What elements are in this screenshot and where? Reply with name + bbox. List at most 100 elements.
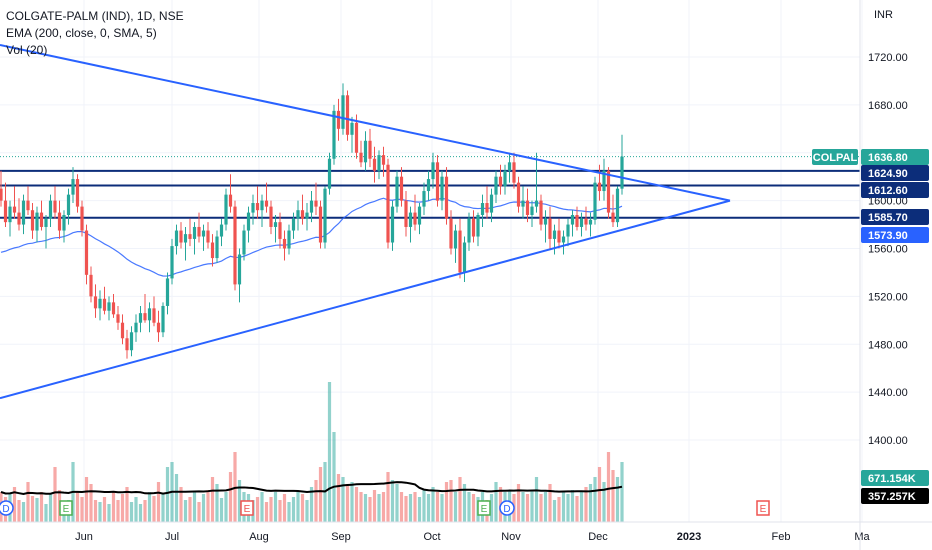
candle-body	[579, 218, 584, 227]
candle-body	[233, 206, 237, 285]
candle-body	[84, 230, 89, 275]
candle-body	[156, 322, 161, 333]
volume-bar	[377, 494, 381, 522]
volume-bar	[125, 487, 129, 522]
price-tags: COLPAL 1636.80 1624.90 1612.60 1585.70 1573.9…	[812, 149, 929, 504]
candle-body	[188, 234, 192, 239]
volume-bar	[336, 474, 341, 522]
volume-bar	[219, 498, 224, 522]
candle-body	[134, 322, 138, 333]
chart-legend: COLGATE-PALM (IND), 1D, NSE EMA (200, cl…	[6, 8, 184, 59]
volume-bar	[404, 496, 408, 522]
time-axis[interactable]: Jun Jul Aug Sep Oct Nov Dec 2023 Feb Ma	[0, 521, 932, 543]
volume-bar	[129, 502, 134, 522]
candle-body	[444, 176, 449, 219]
volume-bar	[156, 482, 161, 522]
candle-body	[107, 302, 111, 311]
grid-lines	[0, 0, 863, 522]
price-axis[interactable]: INR1720.001680.001640.001600.001560.0015…	[859, 0, 908, 550]
candle-body	[534, 200, 539, 207]
candle-body	[503, 170, 507, 187]
candle-body	[98, 298, 102, 309]
candle-body	[530, 206, 534, 215]
price-tick-label: 1560.00	[868, 244, 908, 256]
price-tag-value: 1624.90	[868, 168, 908, 180]
price-tag-value: 1585.70	[868, 212, 908, 224]
volume-bar	[12, 487, 17, 522]
candle-body	[251, 203, 255, 213]
volume-bar	[21, 502, 26, 522]
candle-body	[507, 162, 512, 171]
candle-body	[53, 200, 57, 213]
candle-body	[395, 176, 399, 207]
time-tick-label: Aug	[249, 531, 269, 543]
legend-ema[interactable]: EMA (200, close, 0, SMA, 5)	[6, 26, 157, 40]
price-tick-label: 1600.00	[868, 196, 908, 208]
volume-bar	[566, 494, 570, 522]
candle-body	[260, 200, 264, 211]
candle-body	[449, 218, 453, 249]
volume-bar	[35, 498, 39, 522]
candle-body	[606, 170, 611, 213]
candle-body	[489, 194, 494, 213]
candle-body	[161, 305, 165, 333]
volume-bar	[408, 494, 413, 522]
candle-body	[102, 298, 107, 311]
event-marker-letter: E	[244, 504, 251, 515]
volume-bar	[318, 467, 323, 522]
volume-bar	[584, 487, 588, 522]
legend-volume[interactable]: Vol (20)	[6, 43, 48, 57]
candle-body	[296, 210, 300, 219]
candle-body	[183, 234, 188, 243]
candle-body	[480, 203, 485, 215]
candle-body	[575, 214, 579, 227]
volume-bar	[462, 484, 467, 522]
candle-body	[246, 212, 251, 231]
volume-bar	[611, 470, 615, 522]
candle-body	[17, 212, 21, 225]
candle-body	[26, 200, 30, 211]
candle-body	[408, 212, 413, 227]
volume-bar	[359, 492, 363, 522]
candle-body	[35, 212, 39, 231]
candle-body	[345, 95, 350, 135]
trendlines[interactable]	[0, 44, 731, 400]
candle-body	[120, 322, 125, 339]
price-tick-label: 1680.00	[868, 100, 908, 112]
volume-bar	[89, 484, 93, 522]
legend-symbol[interactable]: COLGATE-PALM (IND), 1D, NSE	[6, 9, 184, 23]
candle-body	[399, 176, 404, 201]
volume-bar	[579, 492, 584, 522]
volume-bar	[543, 492, 548, 522]
candle-body	[318, 206, 323, 243]
price-tick-label: 1480.00	[868, 339, 908, 351]
price-tick-label: 1520.00	[868, 291, 908, 303]
volume-bar	[615, 477, 620, 522]
candle-body	[138, 313, 143, 323]
volume-bar	[413, 492, 417, 522]
lower-trendline	[0, 199, 731, 400]
volume-bar	[17, 500, 21, 522]
candle-body	[543, 218, 548, 225]
price-tag	[861, 165, 929, 181]
candle-body	[57, 212, 62, 231]
volume-bar	[26, 482, 30, 522]
price-tick-label: 1400.00	[868, 435, 908, 447]
candle-body	[12, 206, 17, 213]
volume-bar	[399, 492, 404, 522]
candle-body	[350, 122, 354, 135]
candle-body	[174, 230, 179, 247]
volume-bar	[440, 494, 444, 522]
volume-bar	[228, 472, 233, 522]
candle-body	[476, 214, 480, 237]
candle-body	[282, 238, 287, 249]
candle-body	[314, 200, 318, 207]
candle-body	[278, 222, 282, 239]
candle-body	[147, 308, 152, 321]
volume-bar	[534, 477, 539, 522]
candle-body	[584, 218, 588, 225]
candle-body	[413, 212, 417, 225]
price-tick-label: 1720.00	[868, 52, 908, 64]
